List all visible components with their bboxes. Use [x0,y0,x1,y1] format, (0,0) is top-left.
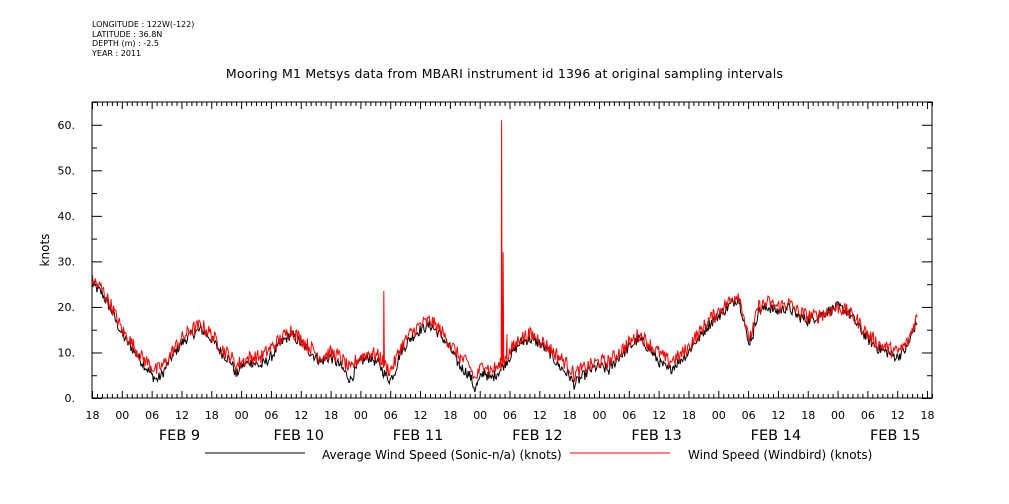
y-tick-label: 40. [58,210,76,223]
x-tick-label: 12 [175,409,189,422]
x-tick-label: 06 [264,409,278,422]
x-tick-label: 12 [891,409,905,422]
x-tick-label: 18 [682,409,696,422]
x-tick-label: 06 [742,409,756,422]
depth-label: DEPTH (m) : -2.5 [92,39,159,48]
chart-title: Mooring M1 Metsys data from MBARI instru… [225,66,784,81]
y-tick-label: 50. [58,164,76,177]
x-tick-label: 12 [294,409,308,422]
x-day-label: FEB 14 [751,428,802,444]
x-tick-label: 06 [861,409,875,422]
x-tick-label: 00 [831,409,845,422]
x-day-label: FEB 12 [512,428,563,444]
series-windbird-wind-speed [91,120,918,383]
legend-label-windbird-wind-speed: Wind Speed (Windbird) (knots) [688,448,872,462]
x-tick-label: 00 [473,409,487,422]
x-tick-label: 12 [652,409,666,422]
x-tick-label: 18 [921,409,935,422]
y-tick-label: 0. [65,392,76,405]
y-tick-label: 30. [58,255,76,268]
y-tick-label: 10. [58,346,76,359]
x-tick-label: 00 [592,409,606,422]
metadata-block: LONGITUDE : 122W(-122) LATITUDE : 36.8N … [92,20,194,58]
axis-layer: 18 00 06 12 18 00 06 12 18 00 06 12 18 00 06 12 18 00 06 12… [58,102,935,444]
x-tick-label: 06 [145,409,159,422]
longitude-label: LONGITUDE : 122W(-122) [92,20,195,29]
x-tick-label: 12 [533,409,547,422]
x-day-label: FEB 9 [159,428,200,444]
y-tick-label: 20. [58,301,76,314]
x-day-label: FEB 13 [631,428,682,444]
x-tick-label: 18 [86,409,100,422]
legend-label-average-wind-speed: Average Wind Speed (Sonic-n/a) (knots) [322,448,562,462]
x-tick-label: 18 [563,409,577,422]
x-tick-label: 00 [712,409,726,422]
y-tick-label: 60. [58,119,76,132]
y-axis-label: knots [38,234,52,267]
x-tick-label: 12 [414,409,428,422]
x-day-label: FEB 11 [393,428,444,444]
x-tick-label: 00 [115,409,129,422]
x-tick-label: 12 [771,409,785,422]
x-day-label: FEB 15 [870,428,921,444]
x-tick-label: 00 [235,409,249,422]
series-layer [91,120,918,393]
x-tick-label: 18 [205,409,219,422]
x-tick-label: 18 [801,409,815,422]
legend: Average Wind Speed (Sonic-n/a) (knots) W… [205,448,872,462]
x-tick-label: 18 [443,409,457,422]
plot-frame [91,101,933,399]
x-day-label: FEB 10 [273,428,324,444]
x-tick-label: 06 [503,409,517,422]
latitude-label: LATITUDE : 36.8N [92,29,163,39]
x-tick-label: 00 [354,409,368,422]
x-tick-label: 18 [324,409,338,422]
x-tick-label: 06 [622,409,636,422]
year-label: YEAR : 2011 [92,48,142,58]
x-tick-label: 06 [384,409,398,422]
